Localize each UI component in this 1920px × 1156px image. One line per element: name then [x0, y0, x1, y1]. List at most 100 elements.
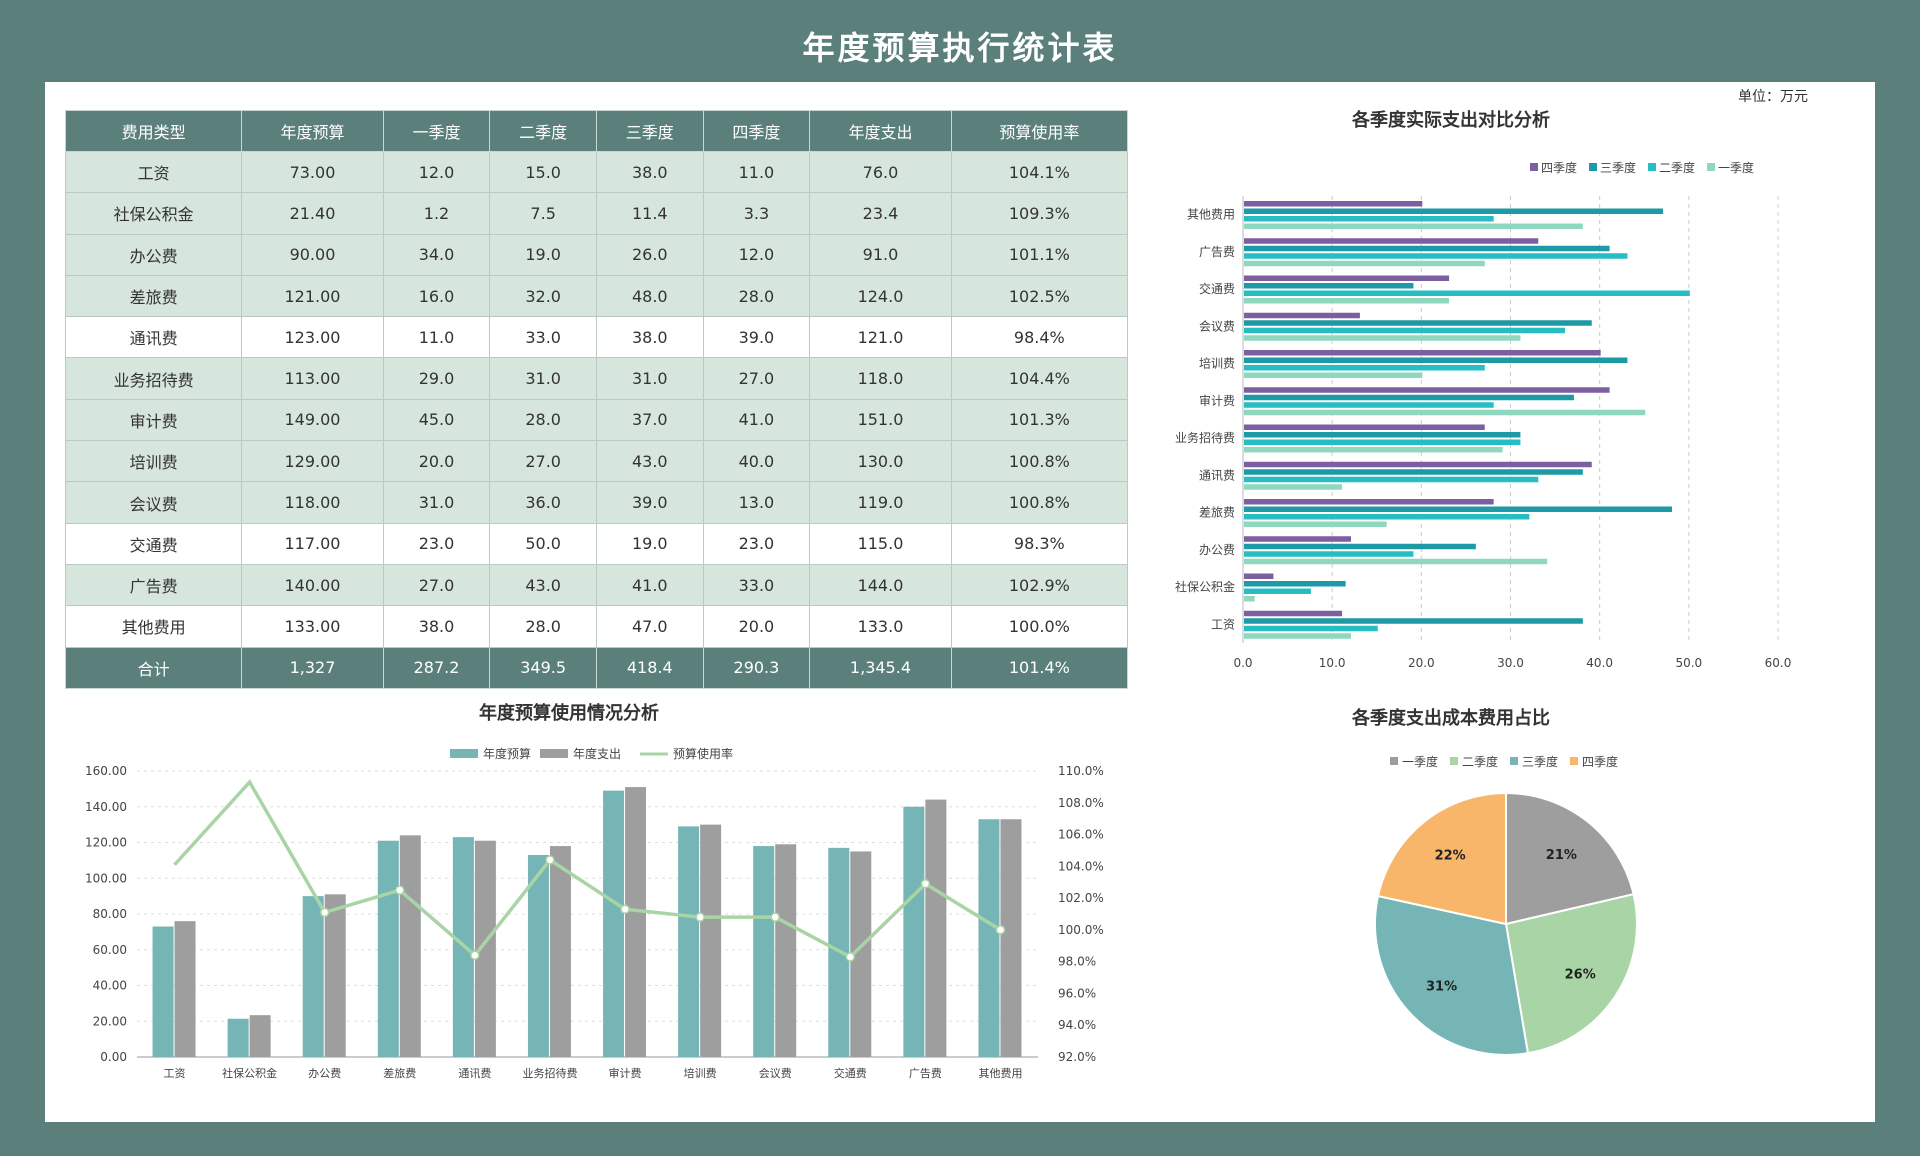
table-cell[interactable]: 29.0	[382, 357, 491, 400]
table-cell[interactable]: 102.5%	[950, 274, 1129, 318]
table-cell[interactable]: 31.0	[382, 481, 491, 524]
table-cell[interactable]: 38.0	[595, 316, 704, 359]
table-row: 差旅费 121.00 16.0 32.0 48.0 28.0 124.0 102.5%	[64, 274, 1129, 318]
bar	[1244, 432, 1521, 438]
table-cell[interactable]: 43.0	[489, 563, 597, 607]
table-cell[interactable]: 40.0	[702, 440, 811, 483]
table-cell[interactable]: 12.0	[382, 150, 491, 194]
table-cell[interactable]: 会议费	[64, 481, 243, 524]
table-cell[interactable]: 113.00	[241, 357, 384, 400]
table-cell[interactable]: 151.0	[809, 398, 952, 442]
table-cell[interactable]: 23.4	[809, 192, 952, 235]
table-cell[interactable]: 通讯费	[64, 316, 243, 359]
table-cell[interactable]: 100.8%	[950, 481, 1129, 524]
table-cell[interactable]: 90.00	[241, 233, 384, 276]
table-cell[interactable]: 117.00	[241, 522, 384, 565]
table-cell[interactable]: 38.0	[382, 605, 491, 648]
table-cell[interactable]: 144.0	[809, 563, 952, 607]
table-cell[interactable]: 41.0	[702, 398, 811, 442]
table-cell[interactable]: 社保公积金	[64, 192, 243, 235]
table-cell[interactable]: 19.0	[489, 233, 597, 276]
table-cell[interactable]: 149.00	[241, 398, 384, 442]
y2-tick-label: 98.0%	[1058, 955, 1096, 969]
table-cell[interactable]: 12.0	[702, 233, 811, 276]
table-cell[interactable]: 119.0	[809, 481, 952, 524]
table-cell[interactable]: 20.0	[382, 440, 491, 483]
table-cell[interactable]: 28.0	[702, 274, 811, 318]
table-cell[interactable]: 11.0	[382, 316, 491, 359]
table-cell[interactable]: 33.0	[489, 316, 597, 359]
table-cell[interactable]: 41.0	[595, 563, 704, 607]
table-cell[interactable]: 104.4%	[950, 357, 1129, 400]
table-cell[interactable]: 16.0	[382, 274, 491, 318]
bar	[1244, 365, 1485, 371]
table-cell[interactable]: 109.3%	[950, 192, 1129, 235]
table-cell[interactable]: 102.9%	[950, 563, 1129, 607]
table-cell[interactable]: 124.0	[809, 274, 952, 318]
table-cell[interactable]: 28.0	[489, 398, 597, 442]
table-row: 业务招待费 113.00 29.0 31.0 31.0 27.0 118.0 104.4%	[64, 357, 1129, 400]
table-cell[interactable]: 37.0	[595, 398, 704, 442]
table-cell[interactable]: 36.0	[489, 481, 597, 524]
table-cell[interactable]: 39.0	[595, 481, 704, 524]
unit-label: 单位：万元	[1738, 89, 1808, 105]
table-cell[interactable]: 101.3%	[950, 398, 1129, 442]
table-cell[interactable]: 123.00	[241, 316, 384, 359]
table-cell[interactable]: 11.4	[595, 192, 704, 235]
table-cell[interactable]: 98.3%	[950, 522, 1129, 565]
table-cell[interactable]: 31.0	[489, 357, 597, 400]
bar	[1244, 618, 1583, 624]
bar	[1244, 335, 1521, 341]
table-cell[interactable]: 100.0%	[950, 605, 1129, 648]
table-cell[interactable]: 115.0	[809, 522, 952, 565]
table-cell[interactable]: 广告费	[64, 563, 243, 607]
table-cell[interactable]: 27.0	[489, 440, 597, 483]
table-cell[interactable]: 23.0	[382, 522, 491, 565]
table-cell[interactable]: 业务招待费	[64, 357, 243, 400]
x-tick-label: 交通费	[834, 1066, 867, 1080]
table-cell[interactable]: 1.2	[382, 192, 491, 235]
table-cell[interactable]: 11.0	[702, 150, 811, 194]
table-cell[interactable]: 20.0	[702, 605, 811, 648]
table-cell[interactable]: 118.00	[241, 481, 384, 524]
table-cell[interactable]: 121.0	[809, 316, 952, 359]
table-cell[interactable]: 118.0	[809, 357, 952, 400]
table-cell[interactable]: 47.0	[595, 605, 704, 648]
table-cell[interactable]: 133.0	[809, 605, 952, 648]
table-cell[interactable]: 其他费用	[64, 605, 243, 648]
table-cell[interactable]: 130.0	[809, 440, 952, 483]
table-cell[interactable]: 104.1%	[950, 150, 1129, 194]
y-tick-label: 办公费	[1199, 542, 1235, 557]
table-cell[interactable]: 审计费	[64, 398, 243, 442]
y-tick-label: 审计费	[1199, 393, 1235, 408]
table-cell[interactable]: 7.5	[489, 192, 597, 235]
table-cell[interactable]: 98.4%	[950, 316, 1129, 359]
table-cell[interactable]: 办公费	[64, 233, 243, 276]
y-tick-label: 业务招待费	[1175, 430, 1235, 445]
table-cell[interactable]: 43.0	[595, 440, 704, 483]
table-cell[interactable]: 27.0	[702, 357, 811, 400]
table-cell[interactable]: 工资	[64, 150, 243, 194]
table-cell[interactable]: 76.0	[809, 150, 952, 194]
table-cell[interactable]: 129.00	[241, 440, 384, 483]
table-cell[interactable]: 101.1%	[950, 233, 1129, 276]
table-cell[interactable]: 121.00	[241, 274, 384, 318]
table-cell[interactable]: 21.40	[241, 192, 384, 235]
table-cell[interactable]: 34.0	[382, 233, 491, 276]
table-cell[interactable]: 33.0	[702, 563, 811, 607]
table-cell[interactable]: 27.0	[382, 563, 491, 607]
table-cell[interactable]: 91.0	[809, 233, 952, 276]
table-cell[interactable]: 50.0	[489, 522, 597, 565]
table-cell[interactable]: 19.0	[595, 522, 704, 565]
table-cell[interactable]: 32.0	[489, 274, 597, 318]
table-cell[interactable]: 23.0	[702, 522, 811, 565]
table-cell[interactable]: 39.0	[702, 316, 811, 359]
table-cell[interactable]: 3.3	[702, 192, 811, 235]
table-cell[interactable]: 73.00	[241, 150, 384, 194]
table-cell[interactable]: 13.0	[702, 481, 811, 524]
table-cell[interactable]: 26.0	[595, 233, 704, 276]
bar	[1244, 439, 1521, 445]
table-cell[interactable]: 100.8%	[950, 440, 1129, 483]
table-cell[interactable]: 培训费	[64, 440, 243, 483]
table-cell[interactable]: 15.0	[489, 150, 597, 194]
